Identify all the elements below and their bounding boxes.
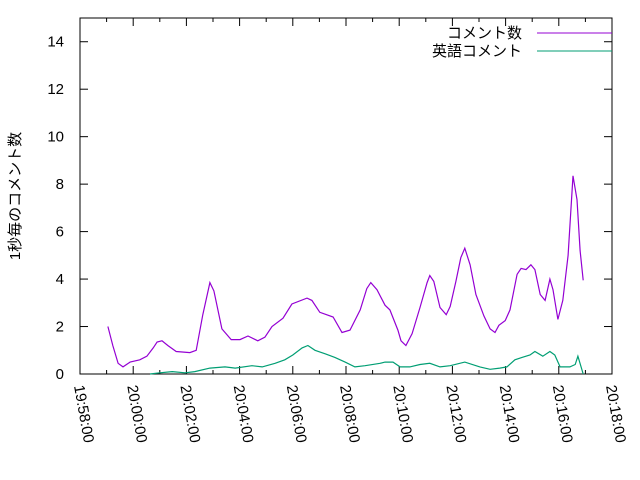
legend: コメント数 英語コメント xyxy=(432,25,612,60)
series-group xyxy=(107,175,584,375)
x-tick-label: 20:08:00 xyxy=(336,384,363,444)
plot-frame xyxy=(79,17,613,375)
legend-label-0: コメント数 xyxy=(447,25,522,42)
x-tick-label: 19:58:00 xyxy=(70,384,97,444)
x-tick-label: 20:06:00 xyxy=(283,384,310,444)
y-tick-label: 12 xyxy=(47,81,64,98)
x-tick-label: 20:16:00 xyxy=(549,384,576,444)
y-tick-label: 8 xyxy=(56,176,64,193)
x-tick-label: 20:10:00 xyxy=(389,384,416,444)
y-axis: 0 2 4 6 8 10 12 14 xyxy=(47,34,612,383)
y-tick-label: 6 xyxy=(56,224,64,241)
y-tick-label: 10 xyxy=(47,129,64,146)
x-tick-label: 20:00:00 xyxy=(123,384,150,444)
x-axis: 19:58:00 20:00:00 20:02:00 20:04:00 20:06:00… xyxy=(70,18,629,444)
y-tick-label: 4 xyxy=(56,271,64,288)
x-tick-label: 20:04:00 xyxy=(230,384,257,444)
y-tick-label: 2 xyxy=(56,319,64,336)
series-line-0 xyxy=(107,175,584,368)
legend-label-1: 英語コメント xyxy=(432,42,522,60)
x-tick-label: 20:18:00 xyxy=(602,384,629,444)
series-line-1 xyxy=(149,344,584,375)
x-tick-label: 20:14:00 xyxy=(496,384,523,444)
x-tick-label: 20:12:00 xyxy=(442,384,469,444)
y-tick-label: 14 xyxy=(47,34,64,51)
y-axis-label: 1秒毎のコメント数 xyxy=(7,132,24,260)
x-tick-label: 20:02:00 xyxy=(176,384,203,444)
y-tick-label: 0 xyxy=(56,366,64,383)
